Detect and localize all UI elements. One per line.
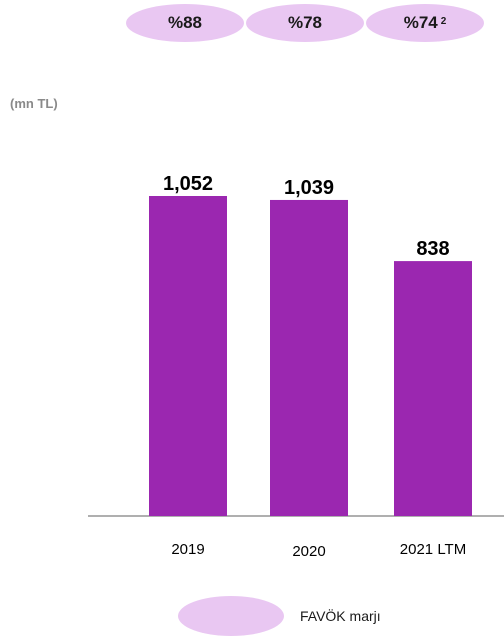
x-tick-label: 2021 LTM xyxy=(400,541,466,558)
bar-value-label: 838 xyxy=(416,238,449,260)
bar-chart: 1,052 2019 1,039 2020 838 2021 LTM xyxy=(88,173,504,560)
ebitda-margin-2021-ltm: %74 2 xyxy=(366,4,484,42)
ebitda-margin-2019-value: %88 xyxy=(167,13,203,32)
bar-value-label: 1,039 xyxy=(284,177,334,199)
bar-2020 xyxy=(270,199,348,516)
bar-2021-ltm xyxy=(394,261,472,516)
x-tick-label: 2019 xyxy=(171,541,204,558)
footnote-mark: 2 xyxy=(440,15,447,27)
bar-value-label: 1,052 xyxy=(163,173,213,195)
x-tick-label: 2020 xyxy=(292,543,325,560)
legend-label-ebitda-margin: FAVÖK marjı xyxy=(300,608,381,624)
ebitda-margin-2019: %88 xyxy=(126,4,244,42)
ebitda-margin-2020-value: %78 xyxy=(287,13,323,32)
ebitda-margin-2020: %78 xyxy=(246,4,364,42)
ebitda-margin-2021-ltm-value: %74 xyxy=(403,13,438,32)
unit-label: (mn TL) xyxy=(10,96,58,111)
legend-swatch-ebitda-margin xyxy=(178,596,284,636)
bar-2019 xyxy=(149,196,227,516)
